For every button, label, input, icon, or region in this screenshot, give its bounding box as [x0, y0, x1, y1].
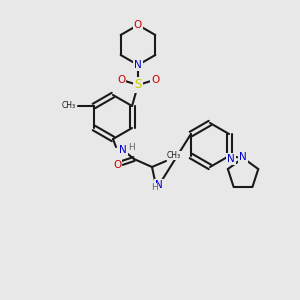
Text: O: O: [151, 75, 159, 85]
Text: S: S: [134, 79, 142, 92]
Text: N: N: [134, 60, 142, 70]
Text: H: H: [128, 143, 135, 152]
Text: O: O: [134, 20, 142, 30]
Text: N: N: [119, 145, 127, 155]
Text: N: N: [239, 152, 247, 162]
Text: CH₃: CH₃: [62, 101, 76, 110]
Text: N: N: [227, 154, 235, 164]
Text: O: O: [117, 75, 125, 85]
Text: H: H: [151, 184, 158, 193]
Text: O: O: [113, 160, 121, 170]
Text: CH₃: CH₃: [167, 151, 181, 160]
Text: N: N: [155, 180, 163, 190]
